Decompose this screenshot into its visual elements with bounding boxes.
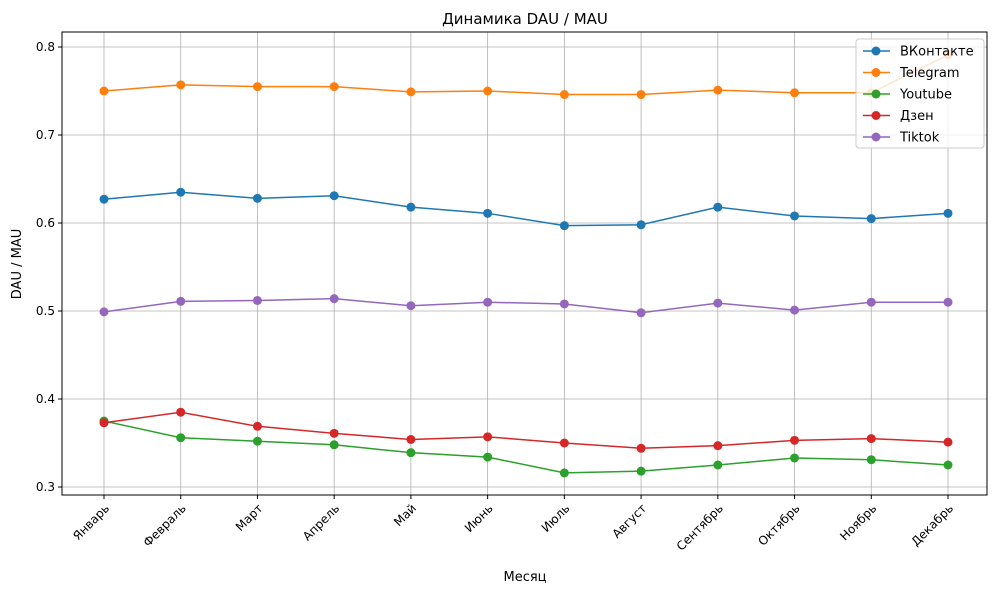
data-point <box>790 435 800 445</box>
y-tick-label: 0.8 <box>36 40 55 54</box>
y-tick-label: 0.6 <box>36 216 55 230</box>
x-tick-label: Февраль <box>140 501 188 549</box>
legend-label: Tiktok <box>899 131 940 146</box>
data-point <box>943 460 953 470</box>
x-tick-label: Ноябрь <box>837 501 879 543</box>
data-point <box>713 441 723 451</box>
data-point <box>329 440 339 450</box>
data-point <box>329 191 339 201</box>
data-point <box>866 297 876 307</box>
data-point <box>943 208 953 218</box>
data-point <box>483 86 493 96</box>
data-point <box>713 202 723 212</box>
legend-label: Youtube <box>899 88 952 103</box>
y-tick-label: 0.3 <box>36 480 55 494</box>
series-line-1 <box>103 54 949 96</box>
data-point <box>559 438 569 448</box>
data-point <box>943 437 953 447</box>
data-point <box>406 87 416 97</box>
data-point <box>790 88 800 98</box>
x-tick-label: Декабрь <box>908 501 956 549</box>
data-point <box>176 80 186 90</box>
series-line-4 <box>103 297 948 314</box>
y-tick-label: 0.4 <box>36 392 55 406</box>
x-axis-label: Месяц <box>503 570 546 585</box>
data-point <box>176 296 186 306</box>
data-point <box>406 434 416 444</box>
x-tick-label: Май <box>391 501 419 529</box>
data-point <box>252 82 262 92</box>
x-tick-label: Октябрь <box>755 501 802 548</box>
legend-marker <box>871 46 881 56</box>
x-tick-label: Август <box>609 501 649 541</box>
data-point <box>252 295 262 305</box>
data-point <box>713 460 723 470</box>
data-point <box>483 452 493 462</box>
chart-title: Динамика DAU / MAU <box>442 10 608 28</box>
legend-box <box>855 38 985 149</box>
y-axis-label: DAU / MAU <box>10 229 25 299</box>
data-point <box>713 85 723 95</box>
data-point <box>176 433 186 443</box>
data-point <box>866 214 876 224</box>
data-point <box>713 298 723 308</box>
data-point <box>406 301 416 311</box>
legend-marker <box>871 89 881 99</box>
y-tick-label: 0.7 <box>36 128 55 142</box>
data-point <box>636 443 646 453</box>
data-point <box>559 468 569 478</box>
data-point <box>636 466 646 476</box>
data-point <box>99 418 109 428</box>
data-point <box>483 208 493 218</box>
data-point <box>866 434 876 444</box>
data-point <box>252 436 262 446</box>
data-point <box>636 90 646 100</box>
data-point <box>176 187 186 197</box>
series-line-0 <box>103 191 949 227</box>
legend-marker <box>871 68 881 77</box>
data-point <box>329 294 339 304</box>
data-point <box>252 193 262 203</box>
data-point <box>483 432 493 442</box>
data-point <box>559 299 569 309</box>
data-point <box>790 211 800 221</box>
x-tick-label: Сентябрь <box>674 501 726 553</box>
data-point <box>329 82 339 92</box>
data-point <box>866 455 876 465</box>
legend-label: Дзен <box>900 109 934 124</box>
data-point <box>559 90 569 100</box>
data-point <box>99 86 109 96</box>
legend-marker <box>871 111 881 120</box>
x-tick-label: Март <box>233 501 266 534</box>
data-point <box>329 428 339 438</box>
data-point <box>636 308 646 318</box>
legend-label: ВКонтакте <box>900 45 974 60</box>
data-point <box>636 220 646 230</box>
data-point <box>406 202 416 212</box>
plot-frame <box>61 31 988 496</box>
data-point <box>943 297 953 307</box>
data-point <box>790 305 800 315</box>
data-point <box>483 297 493 307</box>
data-point <box>559 221 569 231</box>
data-point <box>99 307 109 317</box>
y-tick-label: 0.5 <box>36 304 55 318</box>
x-tick-label: Июль <box>539 501 573 535</box>
legend-marker <box>871 132 881 142</box>
data-point <box>790 453 800 463</box>
series-line-3 <box>103 411 949 450</box>
series-line-2 <box>103 420 949 474</box>
data-point <box>99 194 109 204</box>
data-point <box>406 448 416 458</box>
legend-label: Telegram <box>899 66 960 81</box>
data-point <box>252 421 262 431</box>
x-tick-label: Июнь <box>462 501 496 535</box>
data-point <box>176 407 186 417</box>
x-tick-label: Апрель <box>300 501 342 543</box>
x-tick-label: Январь <box>70 501 112 543</box>
